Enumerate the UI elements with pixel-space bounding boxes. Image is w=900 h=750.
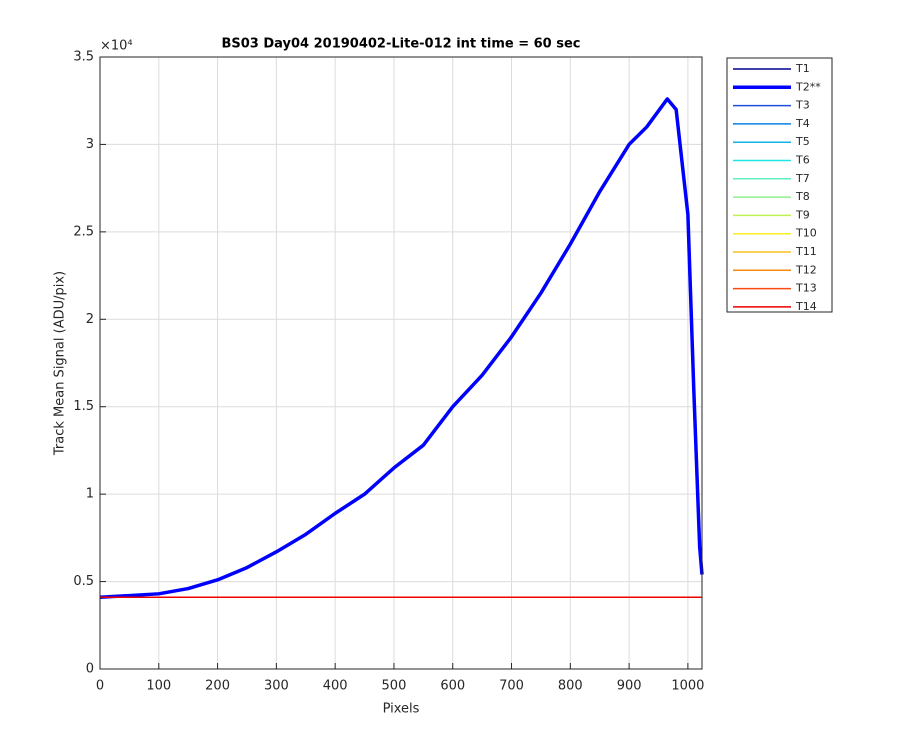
y-tick-label: 0 [86, 662, 94, 677]
y-axis-label: Track Mean Signal (ADU/pix) [53, 271, 68, 456]
y-tick-label: 3 [86, 137, 94, 152]
y-tick-label: 1.5 [73, 399, 94, 414]
x-tick-label: 1000 [671, 679, 704, 694]
x-tick-label: 100 [146, 679, 171, 694]
y-exponent: ×10⁴ [100, 39, 133, 54]
y-tick-label: 0.5 [73, 574, 94, 589]
legend-label: T12 [795, 263, 817, 276]
legend-label: T8 [795, 190, 810, 203]
chart-title: BS03 Day04 20190402-Lite-012 int time = … [221, 37, 580, 52]
legend-label: T2** [795, 80, 821, 93]
plot-area [100, 57, 702, 669]
lines [99, 97, 704, 600]
x-tick-label: 700 [499, 679, 524, 694]
legend-label: T14 [795, 300, 817, 313]
x-tick-label: 0 [96, 679, 104, 694]
x-tick-label: 200 [205, 679, 230, 694]
series-line [99, 97, 704, 600]
legend-label: T3 [795, 99, 810, 112]
x-tick-label: 800 [558, 679, 583, 694]
x-tick-label: 400 [323, 679, 348, 694]
legend-label: T4 [795, 117, 810, 130]
legend-label: T5 [795, 135, 810, 148]
legend-label: T11 [795, 245, 817, 258]
axes-box [99, 56, 703, 670]
legend: T1 T2** T3 T4 T5 T6 T7 T8 T9 T10 T11 T12 T13 T14 [733, 62, 821, 313]
legend-label: T10 [795, 227, 817, 240]
y-tick-label: 3.5 [73, 50, 94, 65]
x-axis-label: Pixels [383, 702, 420, 717]
legend-label: T6 [795, 154, 810, 167]
y-tick-label: 2.5 [73, 224, 94, 239]
ticks: 0 100 200 300 400 500 600 700 800 900 1000 0 0.5 1 1.5… [73, 50, 704, 694]
y-tick-label: 2 [86, 312, 94, 327]
x-tick-label: 500 [382, 679, 407, 694]
legend-label: T7 [795, 172, 810, 185]
legend-label: T1 [795, 62, 810, 75]
legend-label: T9 [795, 208, 810, 221]
x-tick-label: 600 [440, 679, 465, 694]
legend-label: T13 [795, 282, 817, 295]
y-tick-label: 1 [86, 487, 94, 502]
x-tick-label: 900 [617, 679, 642, 694]
x-tick-label: 300 [264, 679, 289, 694]
